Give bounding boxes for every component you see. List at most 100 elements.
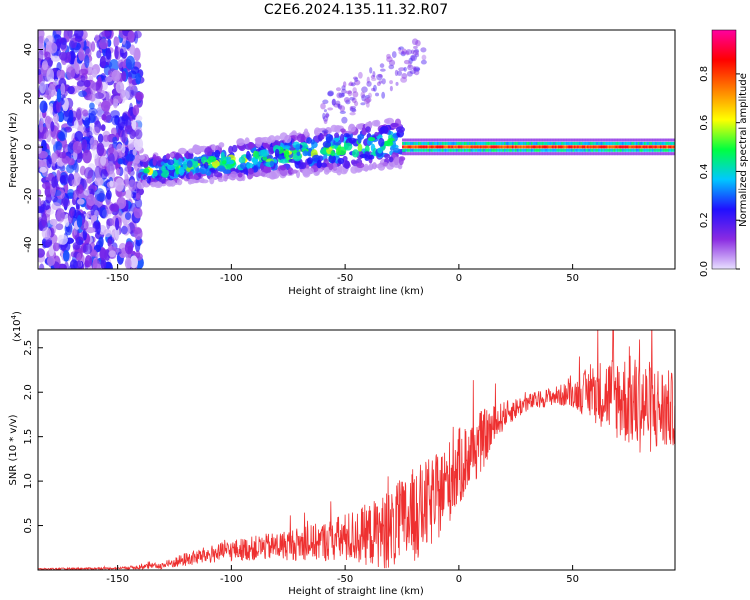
heatmap-cell (120, 90, 130, 101)
heatmap-cell (51, 202, 61, 211)
heatmap-cell (443, 152, 447, 156)
heatmap-cell (661, 141, 665, 145)
heatmap-cell (465, 148, 469, 152)
heatmap-cell (610, 138, 614, 142)
heatmap-cell (475, 138, 478, 142)
heatmap-cell (652, 138, 655, 142)
heatmap-cell (644, 152, 647, 156)
heatmap-cell (72, 241, 81, 250)
heatmap-cell (624, 152, 628, 156)
heatmap-cell (503, 152, 507, 156)
heatmap-cell (594, 152, 598, 156)
heatmap-cell (420, 59, 427, 65)
heatmap-cell (551, 148, 555, 152)
heatmap-cell (492, 148, 496, 152)
heatmap-cell (374, 119, 381, 127)
heatmap-cell (77, 123, 84, 134)
heatmap-cell (157, 169, 163, 175)
heatmap-cell (640, 145, 644, 149)
heatmap-cell (406, 138, 410, 142)
heatmap-cell (133, 47, 141, 62)
heatmap-cell (231, 144, 238, 153)
heatmap-cell (616, 145, 620, 149)
heatmap-cell (462, 152, 466, 156)
heatmap-cell (561, 145, 564, 149)
heatmap-cell (82, 243, 93, 255)
heatmap-cell (476, 138, 480, 142)
heatmap-cell (607, 138, 611, 142)
heatmap-cell (152, 157, 157, 166)
heatmap-cell (343, 133, 350, 138)
heatmap-cell (444, 138, 448, 142)
heatmap-cell (499, 148, 502, 152)
heatmap-cell (120, 225, 128, 235)
heatmap-cell (420, 47, 427, 53)
heatmap-cell (274, 148, 280, 157)
heatmap-cell (406, 141, 410, 145)
heatmap-cell (489, 138, 493, 142)
heatmap-cell (480, 138, 483, 142)
heatmap-cell (440, 138, 443, 142)
heatmap-cell (648, 152, 652, 156)
heatmap-cell (414, 138, 418, 142)
heatmap-cell (320, 102, 326, 110)
heatmap-cell (609, 145, 612, 149)
heatmap-cell (647, 148, 650, 152)
heatmap-cell (274, 135, 281, 141)
colorbar-gradient (711, 29, 737, 270)
heatmap-cell (132, 148, 137, 156)
heatmap-cell (573, 141, 577, 145)
heatmap-cell (604, 145, 607, 149)
heatmap-cell (516, 148, 520, 152)
heatmap-cell (343, 97, 350, 103)
heatmap-cell (581, 148, 585, 152)
heatmap-cell (558, 141, 561, 145)
heatmap-cell (499, 138, 502, 142)
heatmap-cell (94, 188, 105, 202)
heatmap-cell (279, 164, 287, 171)
heatmap-cell (626, 152, 630, 156)
heatmap-cell (515, 138, 518, 142)
heatmap-cell (303, 128, 309, 138)
heatmap-cell (597, 145, 601, 149)
heatmap-cell (223, 173, 228, 182)
heatmap-cell (639, 152, 642, 156)
heatmap-cell (110, 127, 117, 136)
heatmap-cell (91, 68, 98, 78)
heatmap-cell (402, 145, 405, 149)
heatmap-cell (478, 138, 482, 142)
heatmap-cell (464, 141, 467, 145)
heatmap-cell (421, 54, 427, 61)
heatmap-cell (570, 141, 574, 145)
heatmap-cell (524, 152, 528, 156)
heatmap-cell (341, 92, 345, 97)
heatmap-cell (330, 124, 338, 133)
heatmap-cell (491, 141, 494, 145)
heatmap-cell (481, 148, 485, 152)
heatmap-cell (621, 145, 625, 149)
heatmap-cell (513, 148, 517, 152)
snr-series-line (38, 330, 675, 570)
heatmap-cell (476, 145, 480, 149)
heatmap-cell (132, 105, 140, 116)
heatmap-cell (123, 165, 128, 180)
heatmap-cell (500, 148, 504, 152)
heatmap-cell (553, 148, 556, 152)
heatmap-cell (636, 141, 639, 145)
heatmap-cell (101, 80, 109, 91)
heatmap-cell (382, 161, 388, 167)
heatmap-cell (527, 138, 531, 142)
y-tick-label: -20 (23, 188, 34, 204)
heatmap-cell (529, 141, 532, 145)
heatmap-cell (631, 138, 634, 142)
heatmap-cell (410, 54, 418, 62)
heatmap-cell (589, 148, 593, 152)
heatmap-cell (661, 138, 665, 142)
heatmap-cell (634, 145, 638, 149)
heatmap-cell (381, 78, 386, 85)
heatmap-cell (398, 67, 406, 72)
heatmap-cell (516, 138, 520, 142)
heatmap-cell (510, 148, 513, 152)
heatmap-cell (655, 138, 658, 142)
heatmap-cell (360, 102, 366, 106)
